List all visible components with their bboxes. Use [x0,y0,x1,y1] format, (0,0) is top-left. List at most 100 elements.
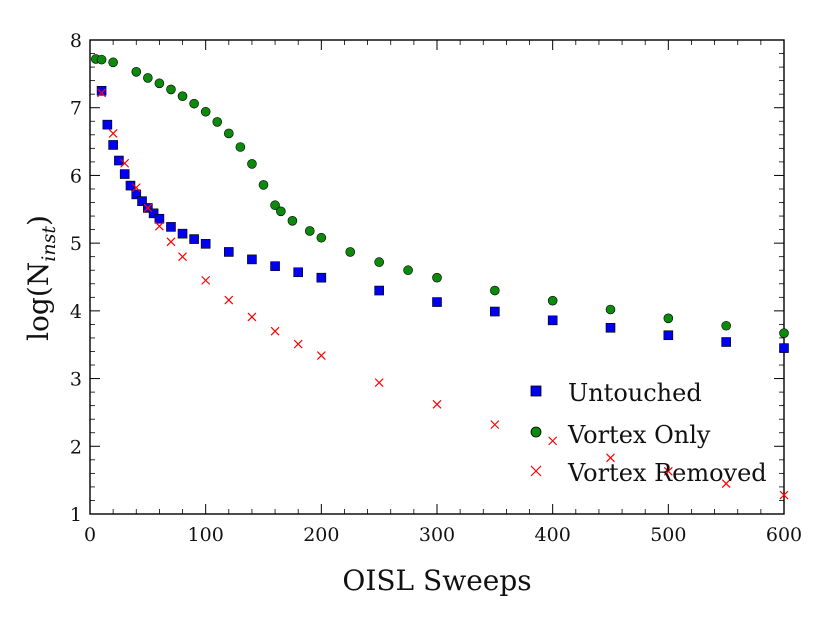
ticks-layer: 0 100 200 300 400 500 600 1 2 3 4 5 6 7 8 [70,30,802,546]
series-vortex-only [90,54,789,339]
series-vortex-removed [97,88,789,500]
data-point-untouched [119,169,130,179]
data-point-vortex-only [154,78,165,89]
y-tick-label: 7 [70,98,82,120]
data-point-untouched [779,343,789,353]
data-point-vortex-only [547,295,558,306]
data-point-vortex-only [287,215,298,226]
data-point-vortex-removed [247,312,257,322]
data-point-vortex-only [403,265,413,276]
data-point-untouched [200,239,211,249]
data-point-vortex-only [276,206,286,217]
x-tick-label: 200 [303,524,339,546]
y-tick-label: 5 [70,233,82,255]
data-point-vortex-removed [779,490,789,500]
data-point-untouched [166,222,176,232]
data-point-vortex-only [235,142,246,152]
data-point-vortex-removed [721,479,731,488]
data-point-vortex-only [212,117,223,127]
data-point-vortex-only [108,57,118,68]
data-point-vortex-only [721,320,731,331]
data-point-untouched [148,208,159,219]
data-point-untouched [154,213,165,224]
data-point-untouched [663,330,674,341]
data-point-vortex-removed [131,183,141,193]
data-point-untouched [102,119,113,130]
data-point-vortex-removed [224,295,234,305]
data-point-untouched [131,189,142,200]
data-point-vortex-removed [97,88,106,98]
y-tick-label: 3 [70,369,82,391]
data-point-vortex-removed [490,420,500,430]
data-point-vortex-only [177,91,188,102]
y-axis-title-main: log(N [22,262,55,341]
data-point-vortex-only [143,73,153,83]
data-point-vortex-removed [143,203,153,213]
data-point-vortex-only [258,180,269,190]
svg-text:log(Ninst): log(Ninst) [22,215,60,341]
data-point-untouched [547,315,558,326]
data-point-untouched [96,85,107,96]
data-point-untouched [137,196,147,206]
data-point-vortex-only [605,304,616,315]
x-tick-label: 100 [188,524,224,546]
legend-untouched-marker [530,385,542,397]
data-point-vortex-removed [316,351,326,360]
data-point-vortex-only [345,247,356,257]
data-point-untouched [316,272,327,283]
data-point-vortex-only [96,54,107,65]
data-point-untouched [490,306,500,317]
data-point-vortex-only [247,159,257,169]
data-point-untouched [432,297,442,307]
data-point-vortex-only [316,232,327,243]
data-point-vortex-removed [374,378,384,388]
data-point-vortex-removed [120,158,130,168]
data-point-untouched [189,234,199,244]
data-point-untouched [114,155,124,166]
y-tick-label: 8 [70,30,82,52]
data-point-vortex-removed [270,326,280,336]
y-axis-title-sub: inst [38,226,60,262]
legend: Untouched Vortex Only Vortex Removed [530,379,767,487]
legend-vortex-only-label: Vortex Only [567,421,711,449]
data-point-vortex-removed [293,339,303,349]
data-point-untouched [721,337,731,347]
data-point-untouched [605,322,616,333]
data-point-vortex-only [200,106,211,117]
x-tick-label: 600 [766,524,802,546]
series-untouched [96,85,789,353]
data-point-vortex-only [270,200,280,211]
legend-vortex-only-marker [530,426,542,438]
data-point-vortex-removed [154,221,164,231]
data-point-vortex-only [131,67,142,77]
series-layer [90,54,789,500]
data-point-vortex-only [374,257,384,267]
x-tick-label: 400 [535,524,571,546]
data-point-untouched [224,247,234,257]
legend-vortex-removed-label: Vortex Removed [567,459,767,487]
data-point-vortex-removed [663,466,673,476]
data-point-vortex-only [304,226,315,236]
x-axis-title: OISL Sweeps [342,564,531,597]
data-point-vortex-removed [108,129,118,138]
data-point-untouched [293,267,304,278]
data-point-vortex-removed [606,453,615,463]
y-tick-label: 4 [70,301,82,323]
data-point-vortex-only [432,272,442,283]
data-point-vortex-removed [432,399,442,409]
legend-vortex-removed-marker [530,465,542,477]
y-tick-label: 2 [70,436,82,458]
data-point-vortex-removed [166,237,176,247]
x-tick-label: 0 [84,524,96,546]
legend-untouched-label: Untouched [568,379,702,407]
x-tick-label: 500 [650,524,686,546]
data-point-vortex-removed [548,436,558,446]
data-point-untouched [374,285,384,296]
data-point-untouched [270,261,280,271]
data-point-vortex-only [189,98,199,109]
y-axis-title-close: ) [22,215,55,226]
data-point-untouched [177,228,188,239]
data-point-untouched [108,140,118,150]
data-point-vortex-only [779,328,789,339]
